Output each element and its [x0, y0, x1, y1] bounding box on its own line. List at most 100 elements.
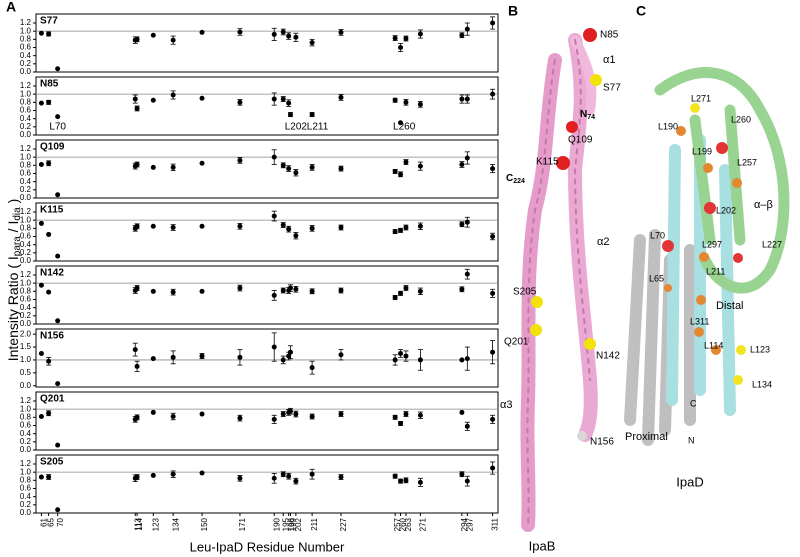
data-point	[38, 282, 44, 288]
structure-label: C	[690, 398, 697, 408]
data-point	[271, 475, 277, 481]
y-tick-label: 0.8	[20, 412, 32, 421]
data-point	[55, 253, 61, 259]
structure-label: N85	[600, 30, 619, 41]
data-point	[293, 411, 299, 417]
data-point	[459, 32, 465, 38]
data-point	[293, 233, 299, 239]
y-tick-label: 0.4	[20, 51, 32, 60]
data-point	[55, 114, 61, 120]
sphere	[590, 74, 602, 86]
y-tick-label: 0.4	[20, 492, 32, 501]
data-point	[38, 474, 44, 480]
panel-title: Q109	[40, 142, 65, 153]
x-tick-label: 65	[47, 517, 56, 526]
data-point	[417, 412, 423, 418]
data-point	[490, 91, 496, 97]
data-point	[170, 225, 176, 231]
y-tick-label: 1.0	[20, 278, 32, 287]
x-tick-label: 294	[460, 517, 469, 531]
x-tick-label: 263	[404, 517, 413, 531]
data-point	[150, 472, 156, 478]
panel-label: B	[508, 3, 518, 19]
data-point	[134, 36, 140, 42]
plot-frame	[35, 391, 499, 451]
x-tick-label: 257	[393, 517, 402, 531]
data-point	[280, 411, 286, 417]
y-label-sub: para	[12, 236, 23, 256]
data-point	[490, 233, 496, 239]
sphere	[676, 126, 686, 136]
y-tick-label: 0.0	[20, 319, 32, 328]
plot-frame	[35, 139, 499, 199]
panel-title: N85	[40, 79, 59, 90]
structure-label: L134	[752, 379, 772, 389]
data-point	[280, 471, 286, 477]
x-tick-label: 227	[339, 517, 348, 531]
data-point	[271, 154, 277, 160]
data-point	[38, 30, 44, 36]
data-point	[150, 223, 156, 229]
helix	[654, 67, 790, 294]
plot-frame	[35, 76, 499, 136]
structure-label: L297	[702, 239, 722, 249]
data-point	[490, 416, 496, 422]
x-tick-label: 202	[294, 517, 303, 531]
y-tick-label: 1.2	[20, 207, 32, 216]
data-point	[38, 414, 44, 420]
x-tick-label: 150	[200, 517, 209, 531]
sphere	[716, 142, 728, 154]
data-point	[46, 410, 52, 416]
y-tick-label: 1.0	[20, 215, 32, 224]
data-point	[309, 112, 315, 118]
data-point	[464, 356, 470, 362]
x-tick-label: 134	[171, 517, 180, 531]
data-point	[287, 408, 293, 414]
data-point	[398, 227, 404, 233]
data-point	[237, 99, 243, 105]
panel-title: S205	[40, 457, 64, 468]
y-tick-label: 1.5	[20, 342, 32, 351]
data-point	[392, 229, 398, 235]
data-point	[134, 474, 140, 480]
y-tick-label: 0.2	[20, 437, 32, 446]
data-point	[286, 473, 292, 479]
data-point	[417, 223, 423, 229]
data-point	[287, 349, 293, 355]
data-point	[403, 99, 409, 105]
data-point	[170, 289, 176, 295]
data-point	[237, 415, 243, 421]
sphere	[699, 252, 709, 262]
data-point	[280, 162, 286, 168]
data-point	[398, 120, 404, 126]
sphere	[694, 327, 704, 337]
data-point	[280, 96, 286, 102]
data-point	[392, 414, 398, 420]
data-point	[271, 213, 277, 219]
sphere	[664, 284, 672, 292]
data-point	[398, 478, 404, 484]
data-point	[199, 95, 205, 101]
y-tick-label: 0.2	[20, 122, 32, 131]
y-tick-label: 0.0	[20, 193, 32, 202]
data-point	[490, 20, 496, 26]
x-tick-label: 123	[151, 517, 160, 531]
data-point	[170, 414, 176, 420]
data-point	[199, 411, 205, 417]
data-point	[170, 164, 176, 170]
y-tick-label: 0.4	[20, 177, 32, 186]
data-point	[398, 350, 404, 356]
data-point	[280, 288, 286, 294]
data-point	[398, 44, 404, 50]
data-point	[490, 290, 496, 296]
panel-title: K115	[40, 205, 64, 216]
y-label-part: Intensity Ratio ( I	[5, 256, 21, 361]
data-point	[464, 155, 470, 161]
data-point	[309, 471, 315, 477]
y-label-part: / I	[5, 221, 21, 237]
y-tick-label: 0.4	[20, 240, 32, 249]
x-tick-label: 297	[465, 517, 474, 531]
y-tick-label: 0.0	[20, 445, 32, 454]
data-point	[403, 477, 409, 483]
x-tick-label: 211	[310, 517, 319, 530]
